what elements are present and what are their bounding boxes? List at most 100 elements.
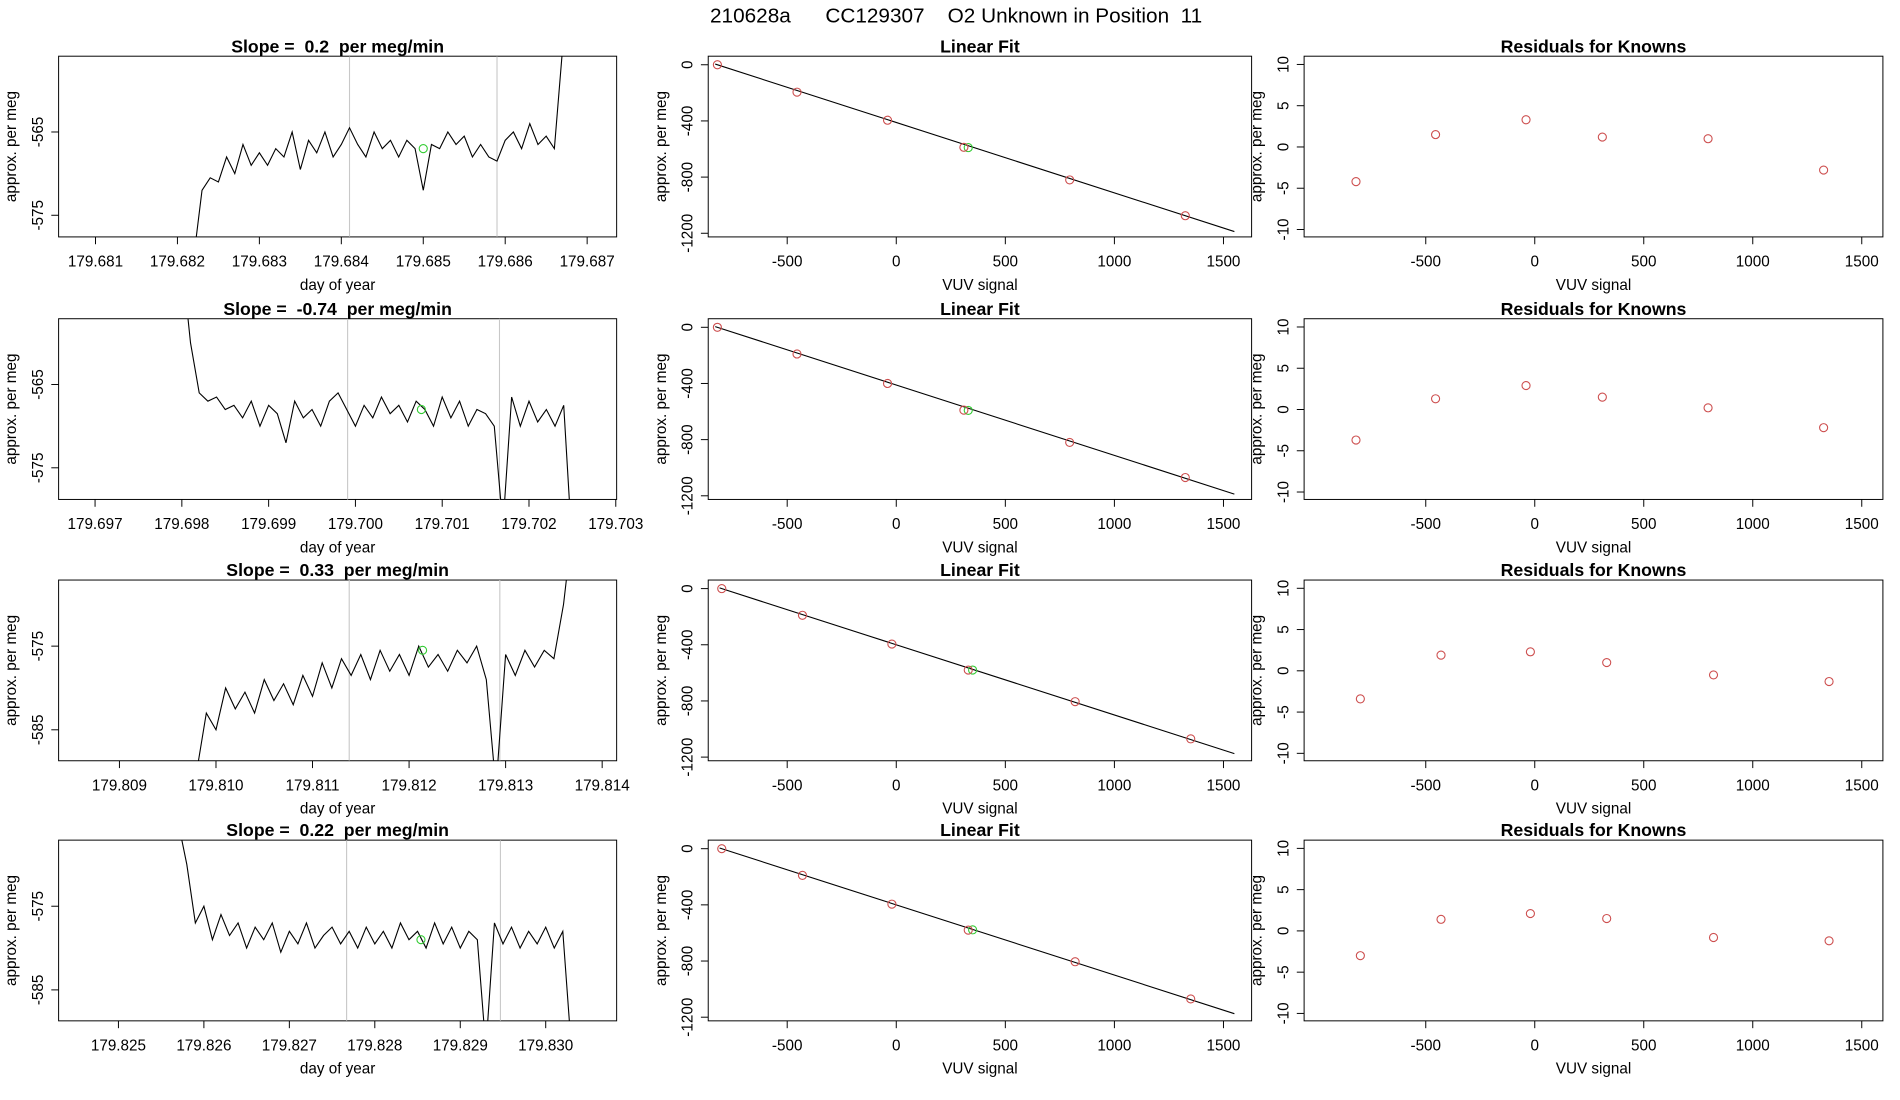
plot-box xyxy=(58,839,618,1022)
y-axis-label: approx. per meg xyxy=(1249,354,1266,465)
x-tick-label: 1000 xyxy=(1736,1038,1770,1055)
x-tick-label: 179.813 xyxy=(478,777,533,794)
y-tick-label: 0 xyxy=(1276,143,1293,151)
x-axis-label: VUV signal xyxy=(1556,539,1631,556)
point xyxy=(712,60,722,70)
x-tick-label: -500 xyxy=(772,254,803,271)
x-tick-label: -500 xyxy=(1410,254,1441,271)
point xyxy=(1521,115,1531,125)
x-tick-label: 179.814 xyxy=(575,777,631,794)
y-tick-label: -5 xyxy=(1276,705,1293,719)
point xyxy=(792,87,802,97)
x-tick-label: 0 xyxy=(892,1038,900,1055)
x-tick-label: 1000 xyxy=(1736,777,1770,794)
point xyxy=(1186,994,1196,1004)
point xyxy=(1351,435,1361,445)
plot-box xyxy=(707,579,1253,762)
panel-title: Residuals for Knowns xyxy=(1501,36,1687,56)
point xyxy=(1824,676,1834,687)
x-tick-label: 1500 xyxy=(1845,516,1879,533)
y-axis-label: approx. per meg xyxy=(653,615,670,726)
panel-title: Slope = 0.33 per meg/min xyxy=(226,560,449,580)
x-axis-label: VUV signal xyxy=(942,539,1017,556)
series-line xyxy=(197,580,567,761)
x-tick-label: 1500 xyxy=(1845,777,1879,794)
point xyxy=(1430,130,1441,140)
x-tick-label: 0 xyxy=(1531,516,1539,533)
x-tick-label: 179.700 xyxy=(328,516,383,533)
x-tick-label: -500 xyxy=(1410,1038,1441,1055)
highlight-point xyxy=(963,143,973,153)
point xyxy=(887,899,897,909)
y-axis-label: approx. per meg xyxy=(3,91,20,202)
plot-area xyxy=(717,844,1235,1015)
plot-box xyxy=(1303,55,1884,238)
highlight-point xyxy=(418,645,428,655)
x-tick-label: 179.685 xyxy=(396,254,451,271)
x-tick-label: 0 xyxy=(1531,1038,1539,1055)
point xyxy=(717,584,727,594)
point xyxy=(1355,951,1365,961)
point xyxy=(1436,650,1446,660)
y-tick-label: -1200 xyxy=(680,998,697,1037)
highlight-point xyxy=(968,925,978,935)
x-tick-label: 500 xyxy=(993,516,1018,533)
panel-title: Linear Fit xyxy=(940,36,1020,56)
point xyxy=(1065,175,1075,185)
x-tick-label: 500 xyxy=(1631,254,1656,271)
x-tick-label: 179.812 xyxy=(382,777,437,794)
x-tick-label: 1000 xyxy=(1097,254,1131,271)
point xyxy=(1602,913,1612,924)
y-axis-label: approx. per meg xyxy=(653,91,670,202)
point xyxy=(882,115,893,125)
panel: Residuals for Knowns VUV signal approx. pe… xyxy=(1249,820,1884,1078)
x-tick-label: 0 xyxy=(1531,777,1539,794)
y-tick-label: -565 xyxy=(30,117,47,148)
x-tick-label: 500 xyxy=(993,1038,1018,1055)
point xyxy=(1602,657,1612,668)
plot-area xyxy=(712,60,1235,233)
point xyxy=(1070,957,1080,967)
point xyxy=(963,665,973,675)
y-axis-label: approx. per meg xyxy=(1249,875,1266,986)
point xyxy=(959,142,969,152)
y-tick-label: 10 xyxy=(1276,56,1293,73)
panel: Linear Fit VUV signal approx. per meg -500 0… xyxy=(653,820,1253,1078)
plot-box xyxy=(58,318,618,500)
y-tick-label: 0 xyxy=(1276,405,1293,413)
panel: Slope = 0.22 per meg/min day of year appro… xyxy=(3,820,618,1078)
panel-title: Residuals for Knowns xyxy=(1501,299,1687,319)
x-axis-label: VUV signal xyxy=(1556,1061,1631,1078)
x-tick-label: 1500 xyxy=(1845,1038,1879,1055)
y-tick-label: -800 xyxy=(680,424,697,455)
panel: Residuals for Knowns VUV signal approx. pe… xyxy=(1249,560,1884,818)
point xyxy=(797,610,808,620)
x-tick-label: 179.811 xyxy=(286,777,340,794)
point xyxy=(1824,936,1834,946)
panel: Linear Fit VUV signal approx. per meg -500 0… xyxy=(653,299,1253,556)
x-tick-label: 179.681 xyxy=(68,254,123,271)
y-tick-label: -585 xyxy=(30,975,47,1006)
panel: Slope = 0.2 per meg/min day of year approx… xyxy=(3,36,618,294)
x-tick-label: -500 xyxy=(1410,777,1441,794)
y-tick-label: 5 xyxy=(1276,101,1293,109)
x-tick-label: 500 xyxy=(1631,777,1656,794)
highlight-point xyxy=(968,665,978,675)
point xyxy=(712,322,722,332)
y-tick-label: -10 xyxy=(1276,1002,1293,1024)
figure-title: 210628a CC129307 O2 Unknown in Position … xyxy=(710,5,1202,28)
y-tick-label: -10 xyxy=(1276,481,1293,503)
fit-line xyxy=(715,326,1235,495)
plot-box xyxy=(1303,579,1884,762)
panel: Linear Fit VUV signal approx. per meg -500 0… xyxy=(653,36,1253,294)
x-tick-label: 179.829 xyxy=(433,1038,488,1055)
y-tick-label: -1200 xyxy=(680,738,697,777)
x-tick-label: 179.684 xyxy=(314,254,370,271)
x-tick-label: 179.830 xyxy=(518,1038,573,1055)
y-tick-label: -800 xyxy=(680,946,697,977)
x-tick-label: 179.826 xyxy=(176,1038,231,1055)
point xyxy=(959,405,969,415)
point xyxy=(1351,177,1361,187)
plot-area xyxy=(1355,647,1834,704)
